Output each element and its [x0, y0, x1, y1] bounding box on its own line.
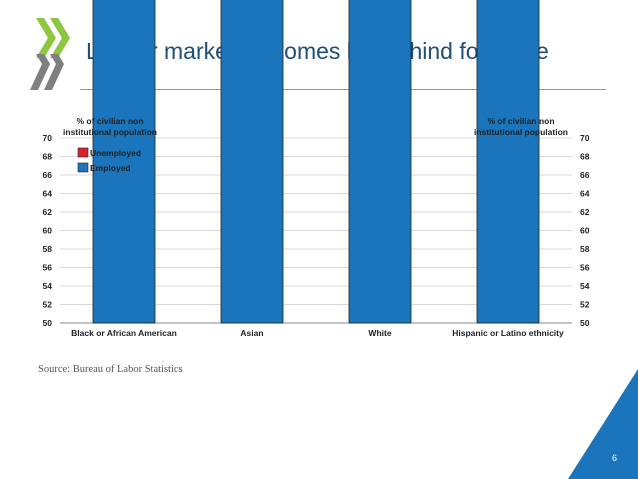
y-tick-label-left: 68	[43, 152, 53, 162]
y-tick-label-left: 66	[43, 170, 53, 180]
logo-stripe-3	[30, 54, 50, 90]
y-tick-label-left: 62	[43, 207, 53, 217]
y-tick-label-left: 54	[43, 281, 53, 291]
y-tick-label-right: 64	[580, 189, 590, 199]
y-axis-title-right: % of civilian non	[487, 116, 554, 126]
y-tick-label-right: 52	[580, 300, 590, 310]
y-tick-label-left: 56	[43, 263, 53, 273]
y-tick-label-right: 62	[580, 207, 590, 217]
y-axis-title-left: % of civilian non	[76, 116, 143, 126]
x-tick-label: Hispanic or Latino ethnicity	[452, 328, 564, 338]
y-tick-label-right: 68	[580, 152, 590, 162]
legend-swatch-unemployed	[77, 147, 89, 158]
logo-stripe-1	[36, 18, 56, 58]
y-tick-label-left: 50	[43, 318, 53, 328]
x-tick-label: Black or African American	[71, 328, 177, 338]
oecd-logo	[30, 18, 70, 90]
legend-swatch-employed	[77, 162, 89, 173]
logo-stripe-2	[50, 18, 70, 58]
title-divider	[80, 89, 606, 90]
logo-stripe-4	[44, 54, 64, 90]
bar-employed	[220, 0, 284, 324]
x-tick-label: White	[368, 328, 391, 338]
y-tick-label-right: 70	[580, 133, 590, 143]
y-tick-label-left: 58	[43, 244, 53, 254]
legend-label: Employed	[90, 163, 131, 173]
page-title: Labour market outcomes lag behind for so…	[86, 38, 549, 64]
y-tick-label-right: 50	[580, 318, 590, 328]
y-tick-label-left: 64	[43, 189, 53, 199]
corner-triangle	[568, 369, 638, 479]
y-axis-title-left: institutional population	[63, 127, 157, 137]
bar-employed	[348, 0, 412, 324]
bar-employed	[476, 0, 540, 324]
legend-label: Unemployed	[90, 148, 141, 158]
page-number: 6	[612, 453, 618, 463]
bar-employed	[92, 0, 156, 324]
y-tick-label-right: 66	[580, 170, 590, 180]
y-tick-label-right: 56	[580, 263, 590, 273]
y-tick-label-right: 60	[580, 226, 590, 236]
y-tick-label-left: 52	[43, 300, 53, 310]
source-note: Source: Bureau of Labor Statistics	[38, 364, 183, 375]
x-tick-label: Asian	[240, 328, 263, 338]
y-axis-title-right: institutional population	[474, 127, 568, 137]
y-tick-label-left: 60	[43, 226, 53, 236]
y-tick-label-right: 54	[580, 281, 590, 291]
y-tick-label-right: 58	[580, 244, 590, 254]
y-tick-label-left: 70	[43, 133, 53, 143]
